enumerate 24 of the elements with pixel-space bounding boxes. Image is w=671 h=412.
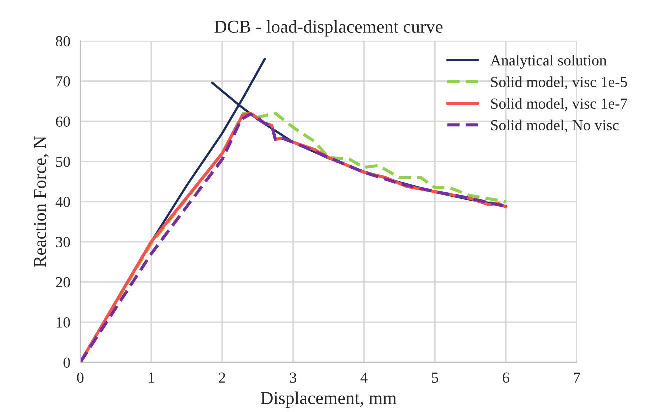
y-tick-label: 20 [56,277,70,288]
x-tick-label: 3 [290,372,297,384]
x-tick-label: 5 [432,372,438,384]
x-tick-label: 7 [574,372,580,383]
y-tick-label: 60 [56,116,70,127]
legend-label: Solid model, visc 1e-5 [491,76,628,90]
y-tick-label: 0 [64,358,70,368]
y-tick-label: 30 [56,237,70,248]
y-tick-label: 10 [56,318,70,328]
y-tick-label: 40 [56,197,70,208]
x-tick-label: 0 [77,372,84,384]
x-tick-label: 4 [360,372,368,383]
chart-title: DCB - load-displacement curve [214,20,443,37]
x-axis-title: Displacement, mm [261,392,397,408]
y-axis-title: Reaction Force, N [34,136,49,268]
legend-label: Solid model, visc 1e-7 [491,98,628,112]
y-tick-label: 80 [56,36,70,47]
y-tick-label: 70 [56,76,70,87]
y-tick-label: 50 [56,156,70,168]
legend-label: Analytical solution [490,55,607,69]
legend-label: Solid model, No visc [491,120,619,133]
x-tick-label: 6 [502,372,510,384]
x-tick-label: 2 [219,372,226,383]
x-tick-label: 1 [148,372,154,383]
